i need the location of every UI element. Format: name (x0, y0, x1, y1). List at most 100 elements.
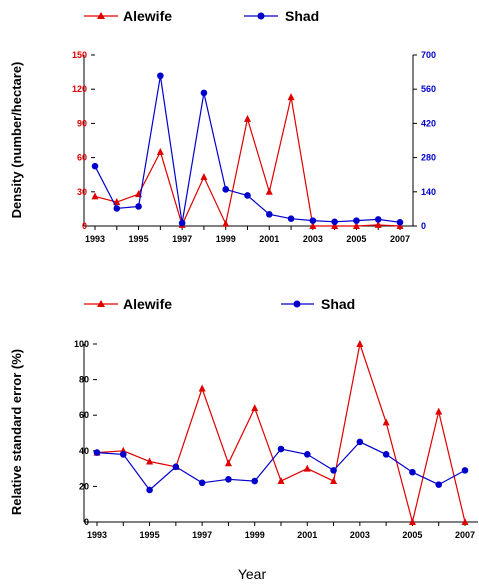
point-shad (119, 451, 127, 458)
point-alewife (224, 459, 232, 467)
legend-alewife-label: Alewife (123, 296, 172, 312)
top-right-ticks: 0 140 280 420 560 700 (413, 50, 436, 231)
point-shad (93, 449, 101, 456)
right-tick-label: 0 (421, 221, 426, 231)
bottom-x-ticks: 1993 1995 1997 1999 2001 2003 2005 2007 (87, 522, 475, 540)
density-chart: Alewife Shad 0 30 60 90 120 150 0 140 280 420 560… (9, 8, 436, 244)
x-tick-label: 1997 (172, 234, 192, 244)
legend-shad-label: Shad (285, 8, 319, 24)
right-tick-label: 420 (421, 118, 436, 128)
left-tick-label: 30 (77, 187, 87, 197)
bottom-left-ticks: 0 20 40 60 80 100 (74, 339, 97, 527)
point-alewife (374, 220, 382, 228)
point-alewife (251, 404, 259, 412)
point-alewife (435, 407, 443, 415)
point-shad (435, 481, 443, 488)
x-tick-label: 2003 (303, 234, 323, 244)
point-alewife (330, 477, 338, 485)
right-tick-label: 140 (421, 187, 436, 197)
x-tick-label: 2003 (350, 530, 370, 540)
point-shad (172, 463, 180, 471)
point-alewife (222, 219, 230, 227)
point-shad (91, 162, 99, 170)
x-tick-label: 1999 (245, 530, 265, 540)
point-shad (374, 216, 382, 223)
right-tick-label: 700 (421, 50, 436, 60)
series-line-shad (94, 75, 401, 224)
point-shad (396, 219, 404, 226)
point-shad (251, 477, 259, 485)
x-tick-label: 1999 (216, 234, 236, 244)
bottom-y-axis-label: Relative standard error (%) (9, 349, 24, 515)
point-shad (198, 479, 206, 487)
left-tick-label: 150 (72, 50, 87, 60)
point-shad (135, 203, 142, 210)
top-x-ticks: 1993 1995 1997 1999 2001 2003 2005 2007 (85, 226, 410, 244)
legend-shad-marker (293, 300, 301, 308)
point-shad (277, 445, 285, 453)
point-shad (157, 72, 164, 80)
x-tick-label: 1995 (140, 530, 160, 540)
point-shad (113, 205, 121, 212)
point-shad (331, 218, 338, 226)
top-series (91, 72, 404, 229)
point-shad (382, 451, 390, 458)
point-shad (265, 210, 273, 218)
point-alewife (200, 172, 208, 180)
left-tick-label: 0 (82, 221, 87, 231)
top-legend: Alewife Shad (84, 8, 319, 24)
point-alewife (277, 477, 285, 485)
point-shad (309, 217, 317, 224)
x-tick-label: 2007 (455, 530, 475, 540)
legend-alewife-marker (97, 12, 105, 19)
legend-alewife-label: Alewife (123, 8, 172, 24)
bottom-series (93, 340, 469, 525)
point-alewife (265, 187, 273, 195)
x-tick-label: 2001 (297, 530, 317, 540)
right-tick-label: 280 (421, 153, 436, 163)
bottom-legend: Alewife Shad (84, 296, 355, 312)
point-alewife (303, 464, 311, 472)
series-line-alewife (96, 341, 466, 523)
point-shad (409, 468, 416, 476)
point-shad (178, 219, 186, 227)
left-tick-label: 90 (77, 118, 87, 128)
point-alewife (309, 222, 317, 229)
top-left-ticks: 0 30 60 90 120 150 (72, 50, 95, 231)
x-tick-label: 1995 (129, 234, 149, 244)
x-tick-label: 1997 (192, 530, 212, 540)
left-tick-label: 60 (77, 153, 87, 163)
x-tick-label: 2001 (259, 234, 279, 244)
point-alewife (356, 340, 364, 347)
point-shad (244, 192, 251, 199)
point-alewife (331, 222, 339, 229)
point-shad (222, 186, 230, 193)
x-tick-label: 2005 (346, 234, 366, 244)
point-alewife (352, 222, 360, 229)
left-tick-label: 0 (84, 517, 89, 527)
x-tick-label: 1993 (87, 530, 107, 540)
point-shad (303, 451, 311, 458)
point-alewife (113, 198, 121, 206)
point-shad (146, 486, 153, 494)
left-tick-label: 100 (74, 339, 89, 349)
point-shad (356, 438, 364, 446)
point-alewife (244, 114, 251, 122)
point-alewife (408, 518, 416, 525)
x-tick-label: 2005 (402, 530, 422, 540)
x-axis-label: Year (238, 566, 267, 582)
legend-alewife-marker (97, 300, 105, 307)
left-tick-label: 80 (79, 375, 89, 385)
point-shad (353, 217, 360, 224)
x-tick-label: 1993 (85, 234, 105, 244)
point-alewife (382, 418, 390, 426)
left-tick-label: 120 (72, 84, 87, 94)
point-alewife (198, 384, 206, 392)
point-shad (330, 467, 337, 474)
right-tick-label: 560 (421, 84, 436, 94)
point-alewife (461, 518, 469, 525)
left-tick-label: 20 (79, 481, 89, 491)
point-alewife (146, 457, 154, 465)
